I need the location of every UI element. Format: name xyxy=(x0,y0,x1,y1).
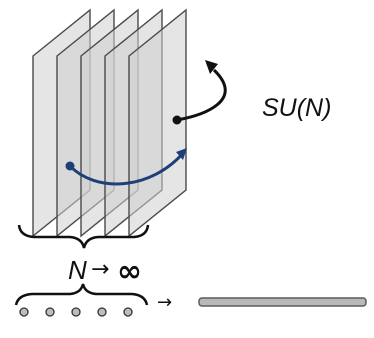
black-string-endpoint xyxy=(172,115,182,125)
black-string-curve xyxy=(176,68,227,122)
brane-sheets xyxy=(32,8,187,238)
blue-string-endpoint xyxy=(65,161,75,171)
continuum-rod xyxy=(198,297,367,307)
map-arrow: → xyxy=(157,292,172,313)
bead-row xyxy=(19,307,133,317)
sheets-brace xyxy=(17,224,150,249)
limit-arrow: → xyxy=(91,257,109,282)
bead xyxy=(123,307,133,317)
n-symbol: N xyxy=(68,255,87,285)
black-arrowhead xyxy=(205,60,218,74)
blue-string-curve xyxy=(68,150,187,186)
infinity-symbol: ∞ xyxy=(117,254,142,289)
bead xyxy=(71,307,81,317)
gauge-group-label: SU(N) xyxy=(262,94,331,122)
bead xyxy=(19,307,29,317)
bead xyxy=(97,307,107,317)
beads-brace xyxy=(14,283,149,306)
bead xyxy=(45,307,55,317)
blue-arrowhead xyxy=(176,148,187,160)
